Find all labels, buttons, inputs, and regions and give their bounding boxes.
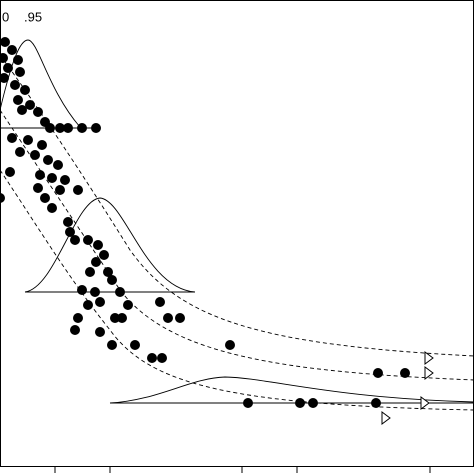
point <box>55 185 65 195</box>
point <box>308 398 318 408</box>
censored-marker <box>424 351 434 365</box>
point <box>70 325 80 335</box>
point <box>90 287 100 297</box>
point <box>83 300 93 310</box>
point <box>47 173 57 183</box>
point <box>43 155 53 165</box>
point <box>73 185 83 195</box>
point <box>85 267 95 277</box>
point <box>0 53 8 63</box>
point <box>0 73 9 83</box>
point <box>93 240 103 250</box>
point <box>373 368 383 378</box>
point <box>7 45 17 55</box>
point <box>117 313 127 323</box>
point <box>40 193 50 203</box>
point <box>0 37 10 47</box>
point <box>5 167 15 177</box>
point <box>30 150 40 160</box>
density-curve <box>109 376 474 404</box>
point <box>3 63 13 73</box>
censored-marker <box>420 396 430 410</box>
point <box>45 123 55 133</box>
point <box>35 170 45 180</box>
point <box>115 287 125 297</box>
point <box>95 297 105 307</box>
point <box>65 227 75 237</box>
point <box>91 123 101 133</box>
point <box>17 105 27 115</box>
point <box>63 217 73 227</box>
point <box>400 368 410 378</box>
dashed-curve <box>0 109 474 381</box>
point <box>130 340 140 350</box>
point <box>91 257 101 267</box>
point <box>77 285 87 295</box>
point <box>55 123 65 133</box>
point <box>47 203 57 213</box>
point <box>37 140 47 150</box>
point <box>163 313 173 323</box>
point <box>157 353 167 363</box>
point <box>53 160 63 170</box>
point <box>295 398 305 408</box>
point <box>155 297 165 307</box>
point <box>73 313 83 323</box>
point <box>70 235 80 245</box>
censored-marker <box>424 366 434 380</box>
point <box>0 193 5 203</box>
annotation: 0 <box>2 9 9 24</box>
censored-marker <box>381 411 391 425</box>
point <box>107 340 117 350</box>
point <box>15 147 25 157</box>
point <box>123 300 133 310</box>
point <box>13 95 23 105</box>
point <box>175 313 185 323</box>
point <box>371 398 381 408</box>
dashed-curve <box>0 54 474 357</box>
density-curve <box>24 197 196 293</box>
point <box>110 313 120 323</box>
point <box>10 80 20 90</box>
point <box>107 275 117 285</box>
point <box>33 107 43 117</box>
point <box>103 267 113 277</box>
point <box>77 123 87 133</box>
point <box>83 235 93 245</box>
point <box>25 100 35 110</box>
point <box>33 183 43 193</box>
point <box>225 340 235 350</box>
point <box>23 135 33 145</box>
point <box>13 55 23 65</box>
point <box>60 175 70 185</box>
point <box>99 250 109 260</box>
point <box>7 133 17 143</box>
point <box>63 123 73 133</box>
annotation: .95 <box>24 9 42 24</box>
point <box>243 398 253 408</box>
point <box>20 85 30 95</box>
point <box>95 327 105 337</box>
point <box>147 353 157 363</box>
point <box>15 67 25 77</box>
